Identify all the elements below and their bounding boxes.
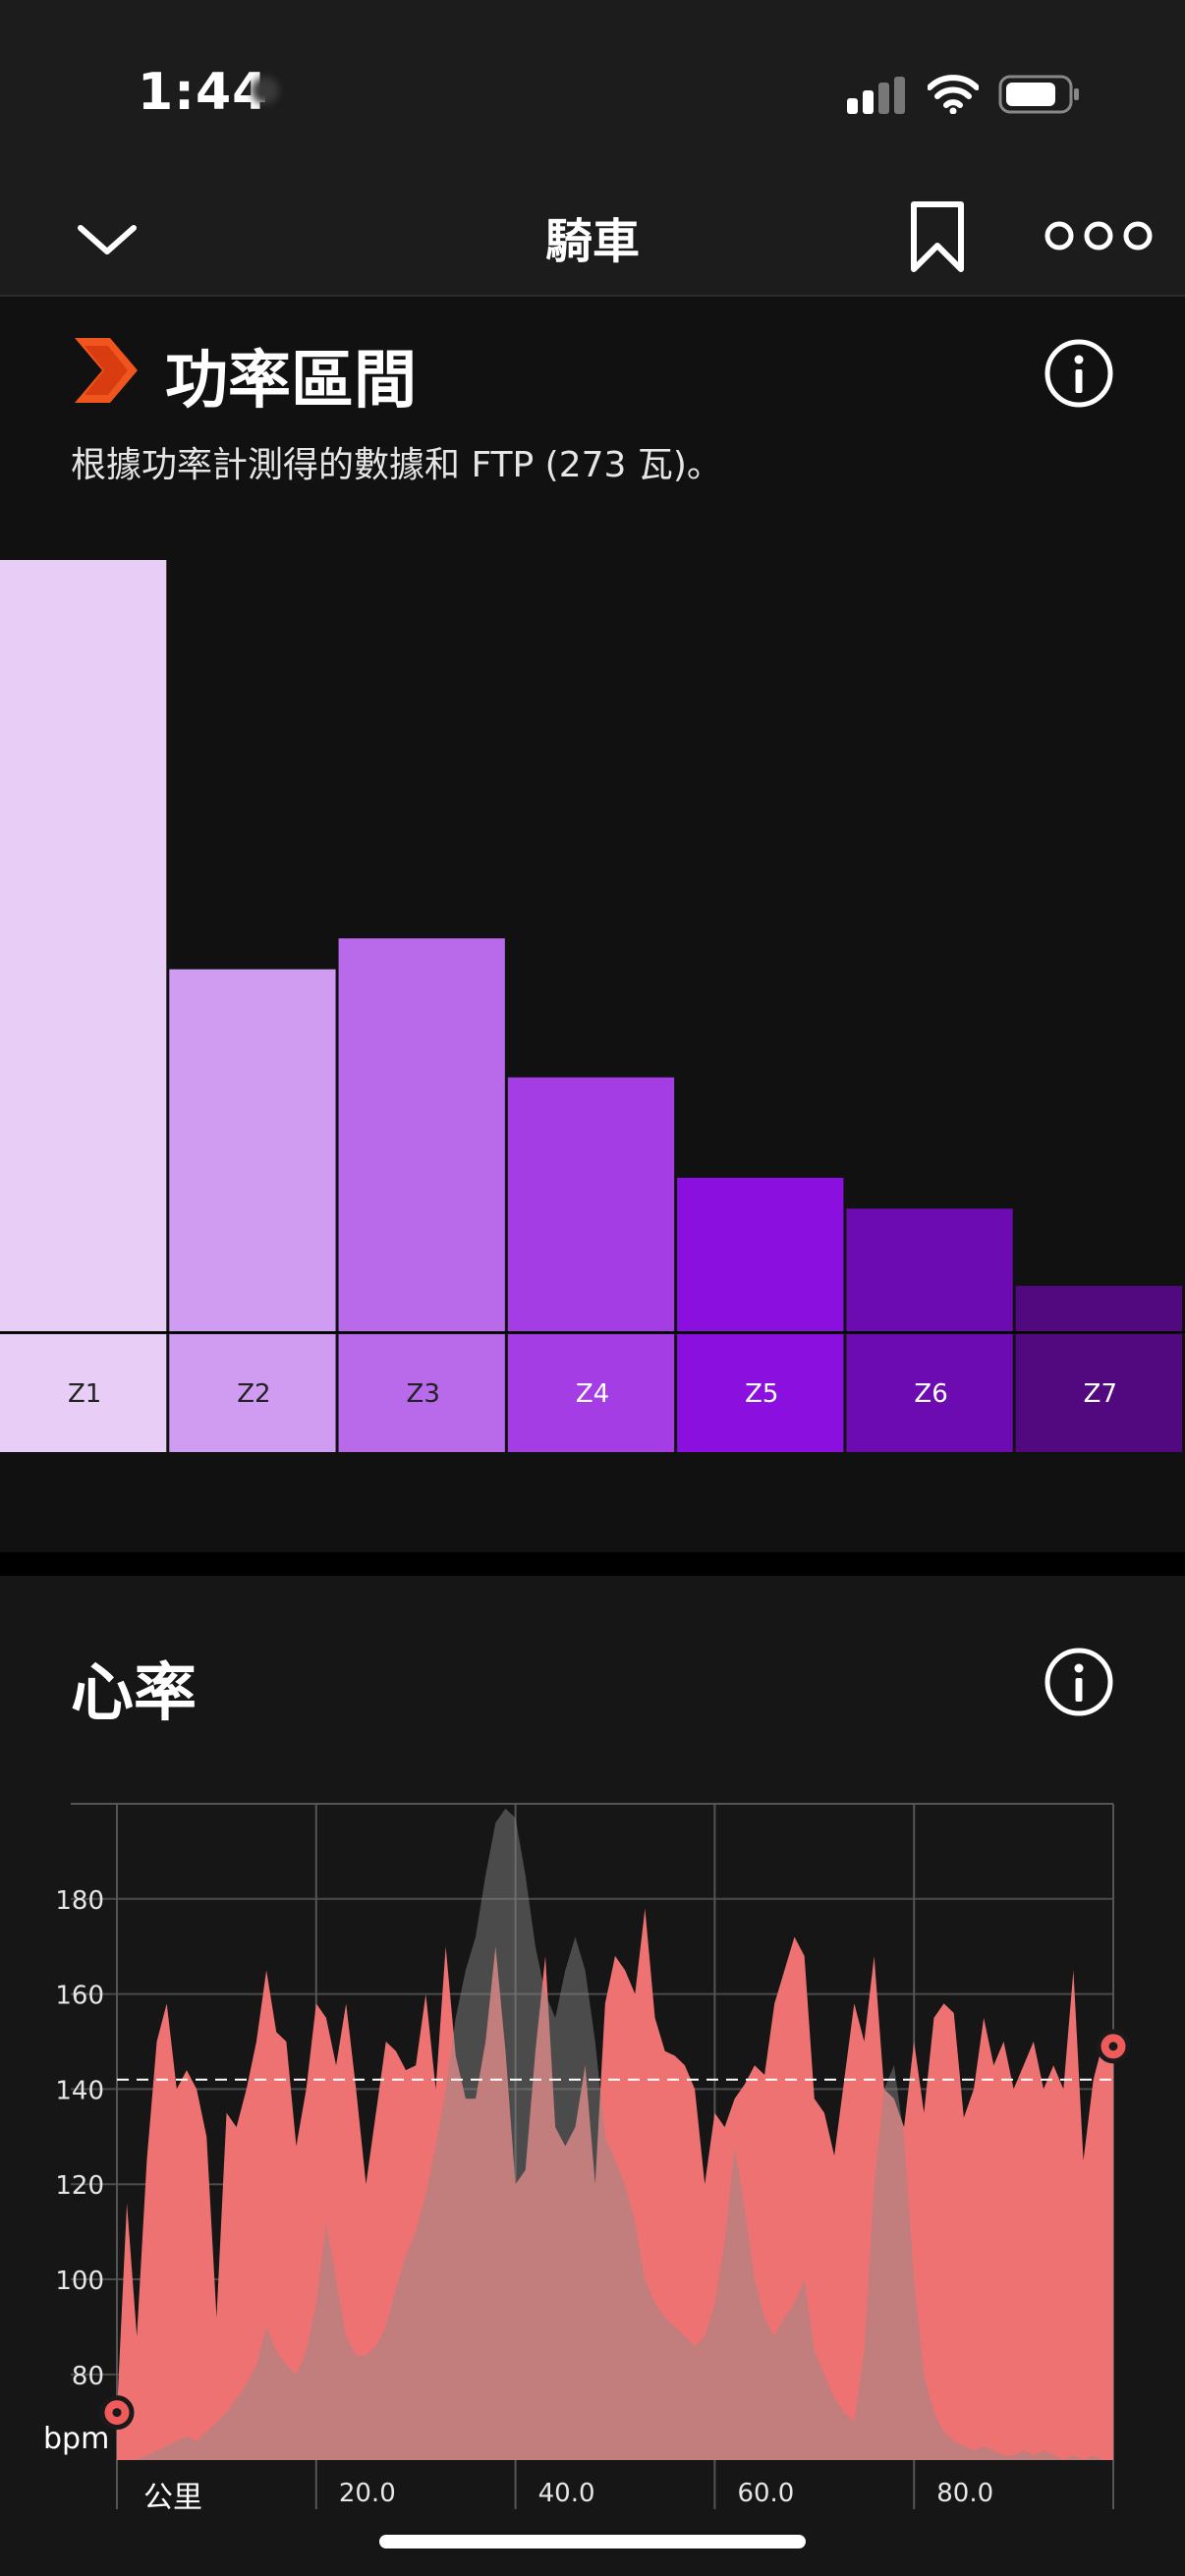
range-end-handle[interactable] bbox=[1099, 2032, 1128, 2061]
zone-bar-z5 bbox=[677, 1178, 843, 1332]
section-divider bbox=[0, 1552, 1185, 1576]
location-indicator-icon bbox=[252, 77, 279, 104]
zone-bar-z1 bbox=[0, 560, 166, 1332]
heart-rate-title: 心率 bbox=[71, 1643, 197, 1733]
zone-bar-z7 bbox=[1016, 1286, 1182, 1332]
y-tick-label: 120 bbox=[55, 2171, 104, 2201]
y-tick-label: 140 bbox=[55, 2076, 104, 2105]
home-indicator bbox=[379, 2535, 806, 2548]
range-start-handle[interactable] bbox=[102, 2398, 132, 2428]
nav-title: 騎車 bbox=[0, 202, 1185, 271]
zone-bar-z3 bbox=[339, 938, 505, 1332]
x-tick-label: 20.0 bbox=[339, 2479, 396, 2508]
wifi-icon bbox=[928, 75, 979, 114]
x-axis-unit-label: 公里 bbox=[143, 2481, 202, 2515]
zone-label-z2: Z2 bbox=[237, 1379, 270, 1409]
x-tick-label: 80.0 bbox=[936, 2479, 993, 2508]
x-tick-label: 40.0 bbox=[538, 2479, 595, 2508]
zone-label-z6: Z6 bbox=[914, 1379, 947, 1409]
brand-chevron-icon bbox=[71, 334, 141, 407]
info-icon[interactable] bbox=[1044, 338, 1114, 409]
heart-rate-section: 80 100 120 140 160 180 20.0 40.0 60.0 80.0 公里 bpm 心… bbox=[0, 1576, 1185, 2576]
more-options-icon[interactable] bbox=[1042, 218, 1159, 253]
zone-label-z1: Z1 bbox=[68, 1379, 101, 1409]
y-tick-label: 80 bbox=[72, 2362, 104, 2391]
y-tick-label: 160 bbox=[55, 1982, 104, 2011]
status-bar: 1:44 bbox=[0, 0, 1185, 177]
y-tick-label: 180 bbox=[55, 1886, 104, 1916]
zone-label-z7: Z7 bbox=[1084, 1379, 1117, 1409]
zone-bar-z4 bbox=[508, 1078, 674, 1332]
zone-label-z3: Z3 bbox=[407, 1379, 440, 1409]
power-zones-title: 功率區間 bbox=[165, 330, 417, 420]
bookmark-icon[interactable] bbox=[908, 200, 967, 273]
y-tick-label: 100 bbox=[55, 2267, 104, 2296]
x-tick-label: 60.0 bbox=[737, 2479, 794, 2508]
status-time: 1:44 bbox=[138, 63, 268, 122]
cellular-signal-icon bbox=[847, 77, 908, 116]
nav-bar: 騎車 bbox=[0, 177, 1185, 297]
battery-icon bbox=[998, 73, 1081, 116]
power-zones-subtitle: 根據功率計測得的數據和 FTP (273 瓦)。 bbox=[71, 436, 722, 487]
zone-label-z4: Z4 bbox=[576, 1379, 609, 1409]
zone-bar-z6 bbox=[846, 1208, 1012, 1332]
y-axis-unit-label: bpm bbox=[43, 2422, 109, 2456]
power-zones-section: Z1 Z2 Z3 Z4 Z5 Z6 Z7 功率區間 根據功率計測得的數據和 FTP (273… bbox=[0, 297, 1185, 1552]
info-icon[interactable] bbox=[1044, 1647, 1114, 1717]
zone-bar-z2 bbox=[169, 970, 335, 1332]
zone-label-z5: Z5 bbox=[745, 1379, 778, 1409]
